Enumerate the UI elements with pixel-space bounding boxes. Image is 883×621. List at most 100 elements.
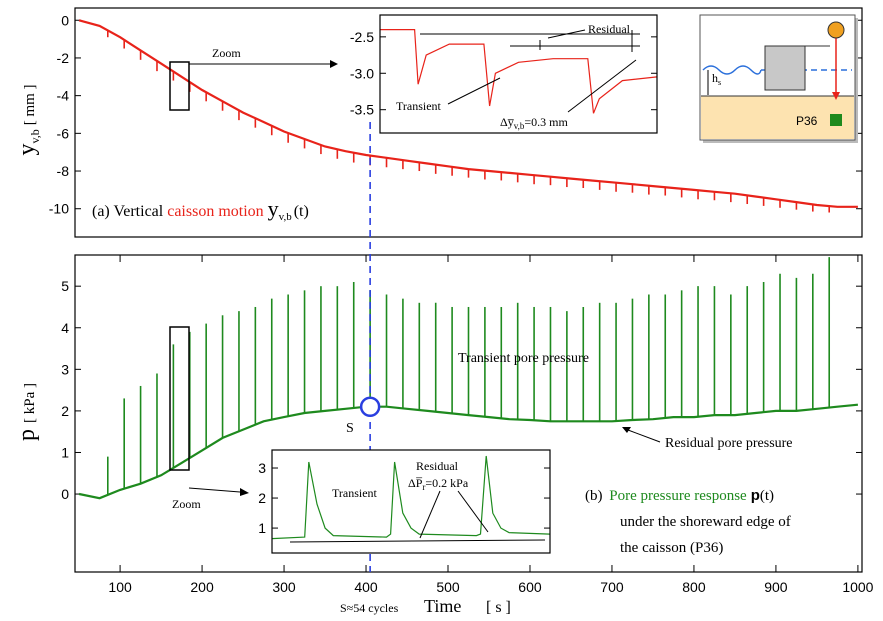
title-part: p xyxy=(751,487,760,504)
annotation: Transient xyxy=(396,99,442,113)
y-tick-label: -3.0 xyxy=(350,65,374,81)
data-line xyxy=(271,455,551,540)
pressure-sensor xyxy=(830,114,842,126)
schematic: hs P36 xyxy=(699,14,858,143)
annotation: Residual pore pressure xyxy=(665,436,793,451)
zoom-box xyxy=(169,326,190,471)
arrow-head xyxy=(622,427,631,433)
x-tick-label: 300 xyxy=(272,579,296,595)
displacement-sensor xyxy=(827,21,845,39)
title-part: (a) Vertical xyxy=(92,203,167,220)
pointer xyxy=(289,539,546,543)
y-tick-label: -3.5 xyxy=(350,102,374,118)
x-tick-label: 200 xyxy=(190,579,214,595)
x-tick-label: 700 xyxy=(600,579,624,595)
y-tick-label: -4 xyxy=(57,88,70,104)
y-tick-label: -6 xyxy=(57,125,70,141)
label-part: h xyxy=(712,71,718,85)
panel-title: (b) Pore pressure response p(t) xyxy=(585,487,774,504)
caisson xyxy=(764,45,806,91)
label-part: y̅ xyxy=(507,115,515,129)
x-tick-label: 1000 xyxy=(842,579,873,595)
y-tick-label: 1 xyxy=(61,444,69,460)
title-part: (t) xyxy=(760,488,774,504)
data-line xyxy=(380,29,658,114)
title-part: v,b xyxy=(279,211,293,223)
panel-title: (a) Vertical caisson motion yv,b (t) xyxy=(92,196,309,223)
label-part: p xyxy=(14,429,40,441)
plot-frame xyxy=(74,254,863,573)
inset-background xyxy=(272,450,550,553)
y-tick-label: 5 xyxy=(61,278,69,294)
x-tick-label: 600 xyxy=(518,579,542,595)
y-axis-label: p [ kPa ] xyxy=(14,383,40,441)
marker-label: S xyxy=(346,421,354,436)
y-tick-label: 3 xyxy=(61,361,69,377)
arrow-head xyxy=(240,488,249,496)
y-axis-label: yv,b [ mm ] xyxy=(14,84,42,155)
y-tick-label: -2 xyxy=(57,50,70,66)
cycles-note: S≈54 cycles xyxy=(340,601,399,615)
hs-label: hs xyxy=(712,71,721,87)
y-tick-label: 2 xyxy=(258,490,266,506)
label-part: [ kPa ] xyxy=(22,383,38,423)
annotation: Transient pore pressure xyxy=(458,351,589,366)
y-tick-label: -8 xyxy=(57,163,70,179)
y-tick-label: 0 xyxy=(61,486,69,502)
label-part: ΔP̅ xyxy=(408,476,423,490)
pointer xyxy=(457,490,489,533)
title-part: caisson motion xyxy=(167,203,263,220)
zoom-box xyxy=(169,61,190,111)
label-part: [ mm ] xyxy=(22,84,38,125)
panel-title: under the shoreward edge of xyxy=(620,514,791,530)
delta-label: ΔP̅r=0.2 kPa xyxy=(408,476,469,492)
inset-annotations: Residual Transient Δy̅v,b=0.3 mm Transient R… xyxy=(289,22,640,543)
arrow-head xyxy=(832,92,840,100)
x-tick-label: 500 xyxy=(436,579,460,595)
wave xyxy=(702,65,762,75)
y-tick-label: 0 xyxy=(61,12,69,28)
plot-frame xyxy=(74,7,863,238)
inset-background xyxy=(380,15,657,133)
label-part: v,b xyxy=(28,129,42,143)
x-tick-label: 800 xyxy=(682,579,706,595)
pointer xyxy=(567,59,637,113)
zoom-label: Zoom xyxy=(172,497,201,511)
x-tick-label: 900 xyxy=(764,579,788,595)
title-part: (t) xyxy=(294,203,309,220)
y-tick-label: 3 xyxy=(258,460,266,476)
label-part: r xyxy=(422,482,425,492)
panel-title: the caisson (P36) xyxy=(620,540,723,556)
zoom-arrow xyxy=(188,487,241,493)
seabed xyxy=(701,96,854,139)
label-part: y xyxy=(14,144,40,156)
pointer xyxy=(419,490,441,539)
title-part: Pore pressure response xyxy=(609,488,747,504)
annotation: Residual xyxy=(588,22,631,36)
label-part: =0.2 kPa xyxy=(425,476,468,490)
y-tick-label: 4 xyxy=(61,320,69,336)
x-axis-label: Time xyxy=(424,596,461,616)
label-part: v,b xyxy=(514,121,525,131)
data-line xyxy=(78,403,859,500)
annotation: Residual xyxy=(416,459,459,473)
data-line xyxy=(78,19,858,208)
arrow-head xyxy=(330,60,338,68)
sensor-label: P36 xyxy=(796,114,818,128)
x-tick-label: 400 xyxy=(354,579,378,595)
x-axis-unit: [ s ] xyxy=(486,599,511,616)
plot-frame xyxy=(379,14,658,134)
pointer xyxy=(627,429,661,443)
zoom-label: Zoom xyxy=(212,46,241,60)
title-part: (b) xyxy=(585,488,606,504)
annotation: Transient xyxy=(332,486,378,500)
y-tick-label: -10 xyxy=(49,201,69,217)
delta-label: Δy̅v,b=0.3 mm xyxy=(500,115,568,131)
label-part: Δ xyxy=(500,115,508,129)
plot-frame xyxy=(271,449,551,554)
title-part: y xyxy=(268,196,279,221)
y-tick-label: 2 xyxy=(61,403,69,419)
label-part: s xyxy=(718,78,721,87)
y-tick-label: -2.5 xyxy=(350,29,374,45)
